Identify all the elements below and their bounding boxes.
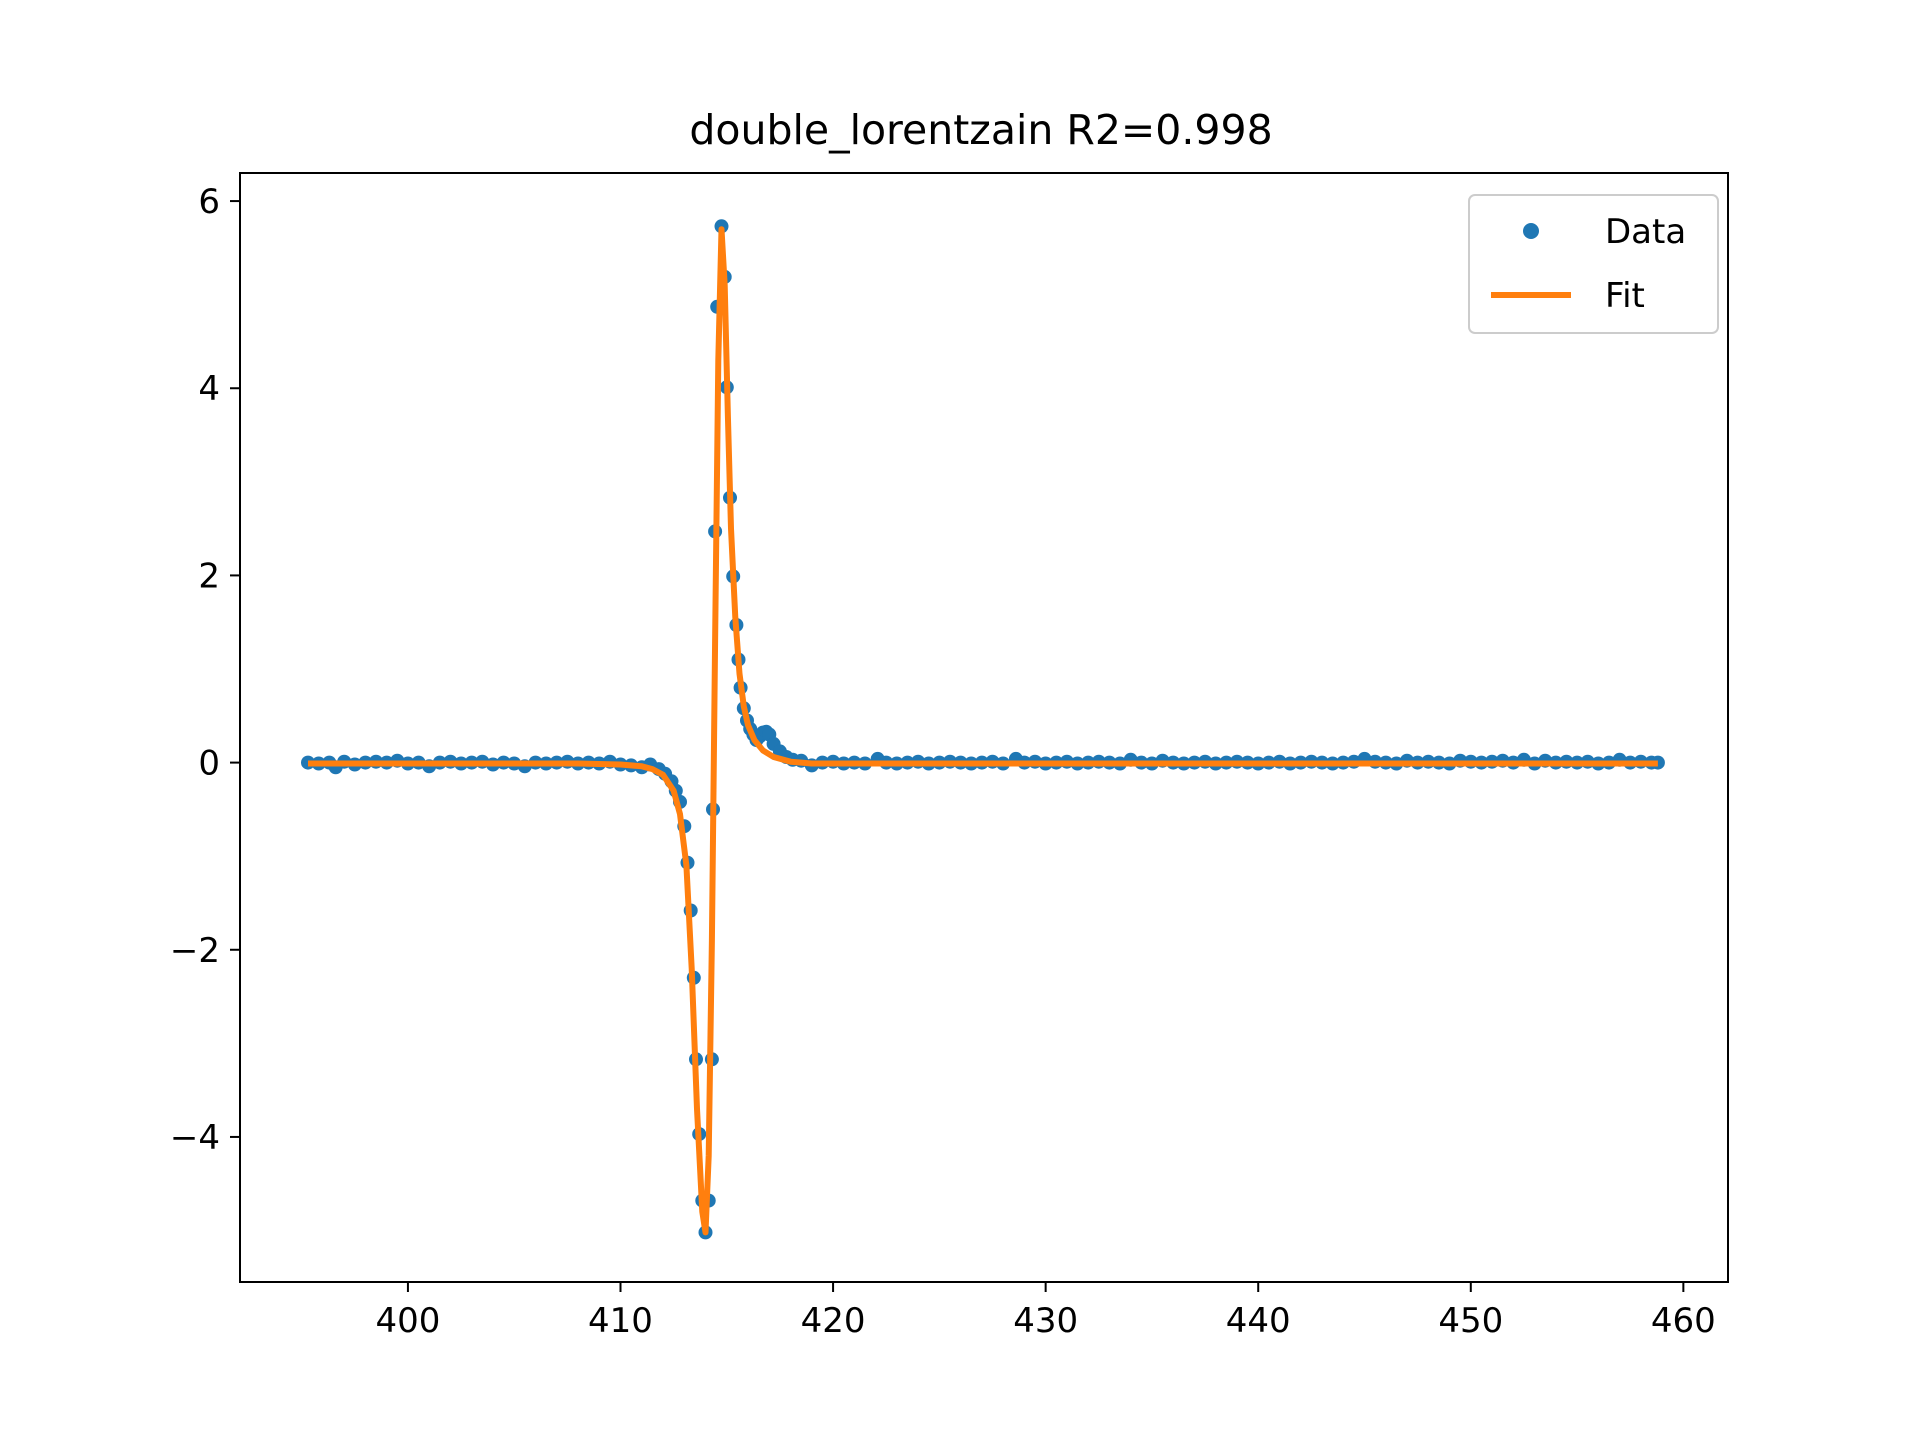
x-axis: 400 410 420 430 440 450 460 xyxy=(375,1282,1716,1341)
x-tick-label: 410 xyxy=(588,1301,653,1341)
y-tick-label: 0 xyxy=(198,744,220,784)
chart-title: double_lorentzain R2=0.998 xyxy=(689,106,1272,154)
axes-frame xyxy=(239,172,1729,1283)
y-tick-label: −4 xyxy=(170,1118,220,1158)
y-tick-label: 2 xyxy=(198,556,220,596)
y-axis: −4 −2 0 2 4 6 xyxy=(170,182,240,1158)
legend: Data Fit xyxy=(1468,194,1719,334)
x-tick-label: 460 xyxy=(1651,1301,1716,1341)
legend-data-label: Data xyxy=(1605,212,1686,252)
x-tick-label: 430 xyxy=(1013,1301,1078,1341)
x-tick-label: 450 xyxy=(1438,1301,1503,1341)
y-tick-label: 6 xyxy=(198,182,220,222)
x-tick-label: 400 xyxy=(375,1301,440,1341)
x-tick-label: 420 xyxy=(801,1301,866,1341)
plot-area xyxy=(301,219,1665,1240)
fit-line xyxy=(308,226,1658,1236)
y-tick-label: −2 xyxy=(170,931,220,971)
x-tick-label: 440 xyxy=(1226,1301,1291,1341)
legend-data-marker xyxy=(1523,223,1539,239)
legend-fit-label: Fit xyxy=(1605,276,1645,316)
y-tick-label: 4 xyxy=(198,369,220,409)
